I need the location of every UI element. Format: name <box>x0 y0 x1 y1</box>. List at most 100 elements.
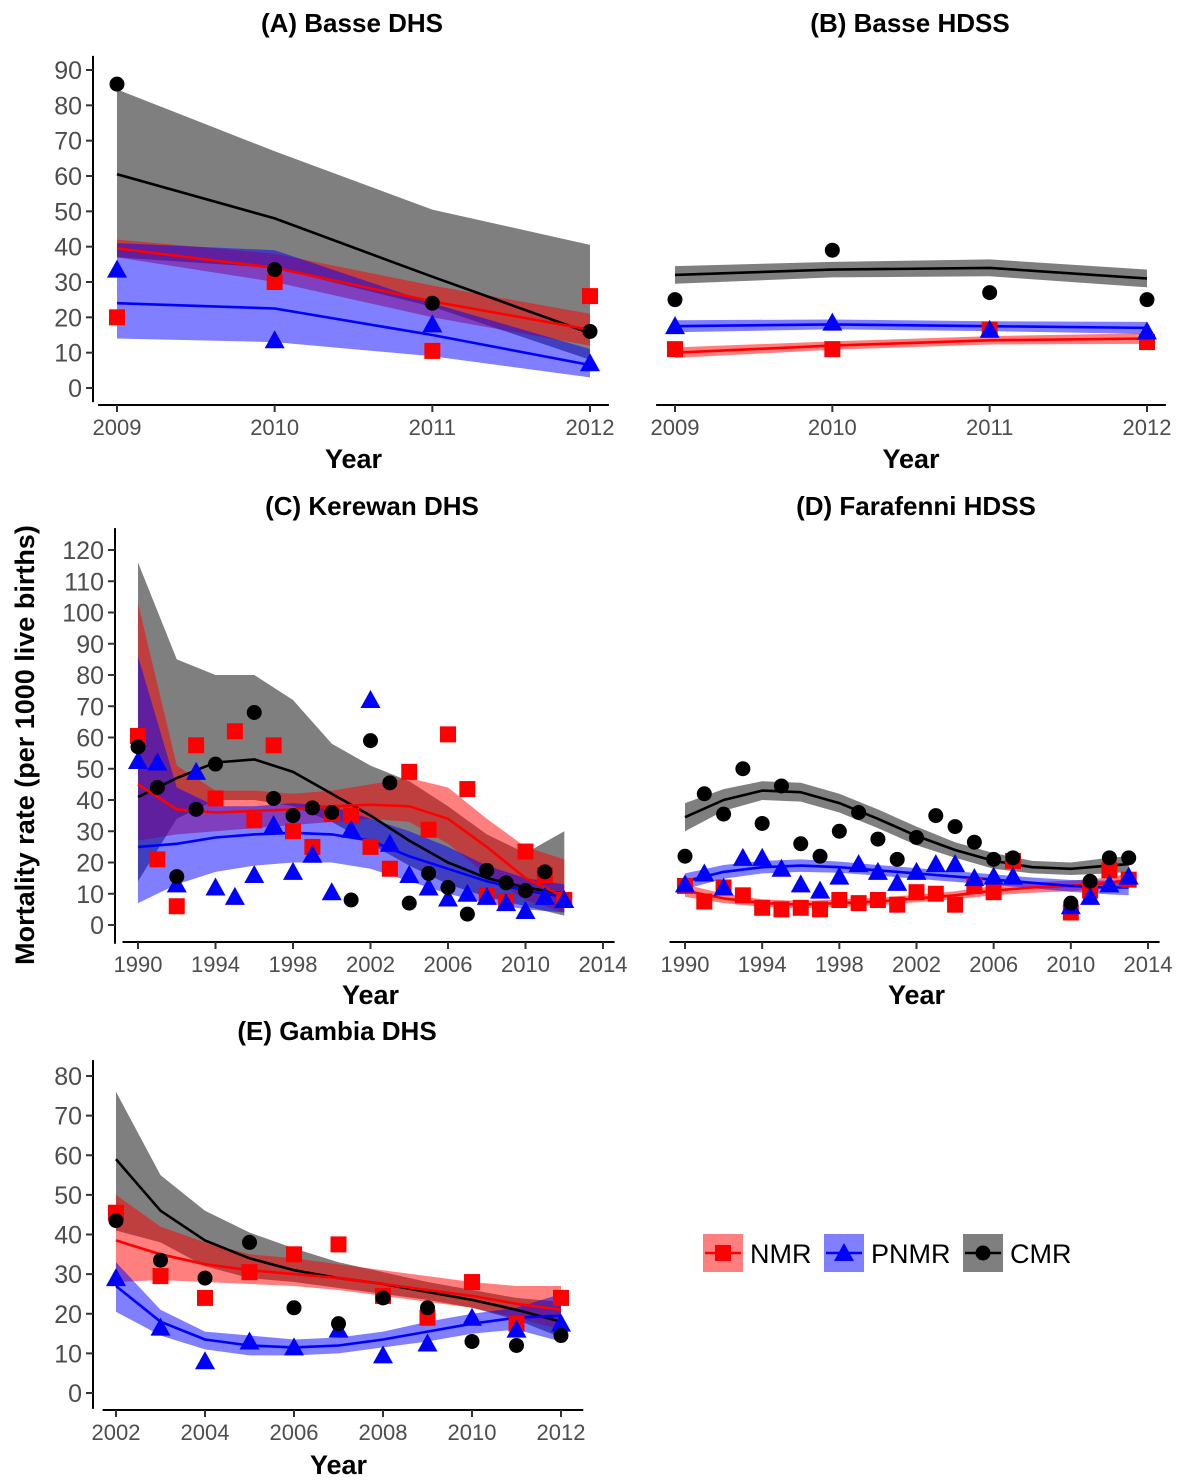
x-tick-label: 2010 <box>501 952 550 977</box>
pnmr-point <box>496 893 517 912</box>
cmr-point <box>375 1290 391 1306</box>
cmr-confidence-band <box>675 259 1147 288</box>
y-tick-label: 20 <box>76 850 104 878</box>
cmr-point <box>677 848 693 864</box>
y-tick-label: 10 <box>54 340 82 368</box>
pnmr-point <box>906 861 927 880</box>
x-tick-label: 2011 <box>966 415 1013 440</box>
nmr-point <box>582 288 598 305</box>
cmr-point <box>382 775 398 791</box>
nmr-point <box>265 737 282 754</box>
pnmr-point <box>283 861 303 880</box>
cmr-point <box>582 323 598 339</box>
cmr-point <box>667 292 683 308</box>
pnmr-confidence-band <box>138 656 565 913</box>
cmr-point <box>812 848 828 864</box>
nmr-point <box>343 807 360 824</box>
cmr-point <box>735 761 751 777</box>
x-tick-label: 2012 <box>1123 415 1172 440</box>
pnmr-fit-line <box>116 301 591 367</box>
y-tick-label: 40 <box>54 234 82 262</box>
pnmr-point <box>834 1243 854 1261</box>
x-tick-label: 2010 <box>808 415 857 440</box>
nmr-point <box>440 726 456 743</box>
y-tick-label: 30 <box>76 818 104 846</box>
panel-title: (D) Farafenni HDSS <box>796 491 1036 521</box>
cmr-point <box>824 242 840 258</box>
nmr-point <box>152 1268 169 1285</box>
legend-label: NMR <box>750 1239 812 1269</box>
pnmr-confidence-band <box>675 319 1147 334</box>
nmr-point <box>889 896 906 913</box>
pnmr-point <box>373 1345 393 1364</box>
legend: NMR PNMR CMR <box>703 1234 1072 1272</box>
nmr-point <box>464 1274 480 1291</box>
nmr-point <box>553 1289 569 1306</box>
pnmr-point <box>551 1313 571 1332</box>
pnmr-point <box>694 863 715 882</box>
nmr-fit-line <box>674 337 1148 354</box>
nmr-point <box>927 885 944 902</box>
pnmr-point <box>887 872 908 891</box>
x-tick-label: 2014 <box>1124 952 1173 977</box>
cmr-point <box>1101 850 1117 866</box>
cmr-point <box>1082 873 1098 889</box>
x-axis-title: Year <box>310 1450 368 1480</box>
nmr-point <box>812 901 829 918</box>
cmr-point <box>286 1300 302 1316</box>
y-tick-label: 60 <box>54 1142 82 1170</box>
nmr-point <box>285 823 301 840</box>
cmr-point <box>716 806 732 822</box>
pnmr-point <box>417 1333 438 1352</box>
pnmr-point <box>195 1351 215 1370</box>
pnmr-point <box>422 314 443 333</box>
y-tick-label: 50 <box>54 198 82 226</box>
pnmr-point <box>239 1331 260 1350</box>
y-tick-label: 10 <box>54 1340 82 1368</box>
panel-2: (B) Basse HDSS 2009 2010 2011 2012 Year <box>651 8 1172 474</box>
pnmr-point <box>457 883 478 902</box>
nmr-point <box>947 896 964 913</box>
x-tick-label: 1994 <box>738 952 787 977</box>
x-tick-label: 2006 <box>969 952 1018 977</box>
cmr-point <box>851 805 867 820</box>
nmr-point <box>715 1245 731 1261</box>
pnmr-point <box>515 900 536 919</box>
pnmr-point <box>554 890 575 908</box>
cmr-point <box>246 705 262 720</box>
cmr-point <box>108 1213 124 1229</box>
cmr-point <box>889 851 905 867</box>
cmr-point <box>242 1234 257 1250</box>
nmr-point <box>266 274 283 290</box>
y-tick-label: 120 <box>62 537 104 565</box>
y-tick-label: 10 <box>76 881 104 909</box>
pnmr-point <box>224 886 245 905</box>
pnmr-point <box>106 1268 126 1287</box>
x-axis-title: Year <box>888 980 946 1010</box>
x-tick-label: 1990 <box>661 952 710 977</box>
nmr-fit-line <box>116 247 591 331</box>
nmr-confidence-band <box>675 333 1147 358</box>
x-axis-title: Year <box>325 444 383 474</box>
cmr-point <box>208 756 223 772</box>
pnmr-point <box>945 854 966 873</box>
pnmr-point <box>848 854 869 873</box>
y-tick-label: 0 <box>90 912 104 940</box>
x-tick-label: 2002 <box>346 952 395 977</box>
nmr-point <box>754 899 771 916</box>
pnmr-point <box>752 847 773 866</box>
pnmr-point <box>580 353 600 372</box>
cmr-point <box>459 906 475 922</box>
y-tick-label: 90 <box>76 631 104 659</box>
cmr-point <box>909 830 924 845</box>
cmr-point <box>986 851 1002 867</box>
nmr-point <box>362 838 379 855</box>
pnmr-point <box>186 761 207 780</box>
y-tick-label: 80 <box>54 92 82 120</box>
nmr-point <box>869 892 886 908</box>
y-tick-label: 80 <box>76 662 104 690</box>
cmr-point <box>509 1337 524 1353</box>
y-tick-label: 40 <box>54 1222 82 1250</box>
